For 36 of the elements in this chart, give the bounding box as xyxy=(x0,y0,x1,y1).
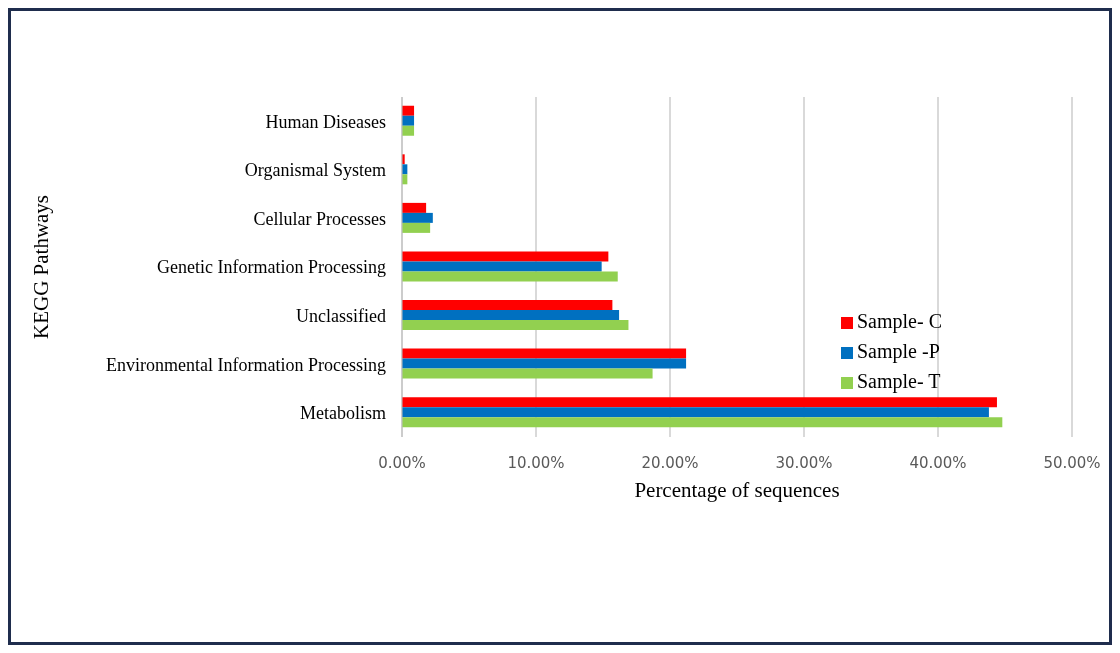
x-tick-label: 40.00% xyxy=(909,453,967,472)
y-tick-label: Organismal System xyxy=(244,160,386,181)
bar xyxy=(402,105,415,116)
y-tick-label: Human Diseases xyxy=(265,111,386,132)
x-tick-label: 20.00% xyxy=(641,453,699,472)
y-tick-label: Environmental Information Processing xyxy=(106,354,386,375)
x-tick-label: 0.00% xyxy=(378,453,426,472)
bar xyxy=(402,417,1003,428)
x-tick-label: 50.00% xyxy=(1043,453,1101,472)
bar xyxy=(402,125,415,136)
x-axis-title: Percentage of sequences xyxy=(634,478,840,502)
bar xyxy=(402,261,602,272)
bar xyxy=(402,368,653,379)
bar xyxy=(402,320,629,331)
y-tick-label: Genetic Information Processing xyxy=(157,257,386,278)
legend-label: Sample- T xyxy=(857,370,941,392)
y-tick-label: Metabolism xyxy=(300,403,386,424)
bar xyxy=(402,407,989,418)
bar xyxy=(402,310,620,321)
y-tick-label: Cellular Processes xyxy=(253,208,386,229)
y-axis-title: KEGG Pathways xyxy=(29,194,54,340)
bar xyxy=(402,348,687,359)
bar xyxy=(402,358,687,369)
bar xyxy=(402,202,427,213)
x-tick-label: 10.00% xyxy=(507,453,565,472)
legend-label: Sample -P xyxy=(857,340,940,362)
bar xyxy=(402,115,415,126)
bar xyxy=(402,271,618,282)
x-tick-label: 30.00% xyxy=(775,453,833,472)
bar xyxy=(402,222,431,233)
legend-label: Sample- C xyxy=(857,310,942,332)
y-tick-label: Unclassified xyxy=(296,305,386,326)
bar xyxy=(402,300,613,311)
bar xyxy=(402,251,609,262)
bar xyxy=(402,212,433,223)
bar xyxy=(402,397,997,408)
